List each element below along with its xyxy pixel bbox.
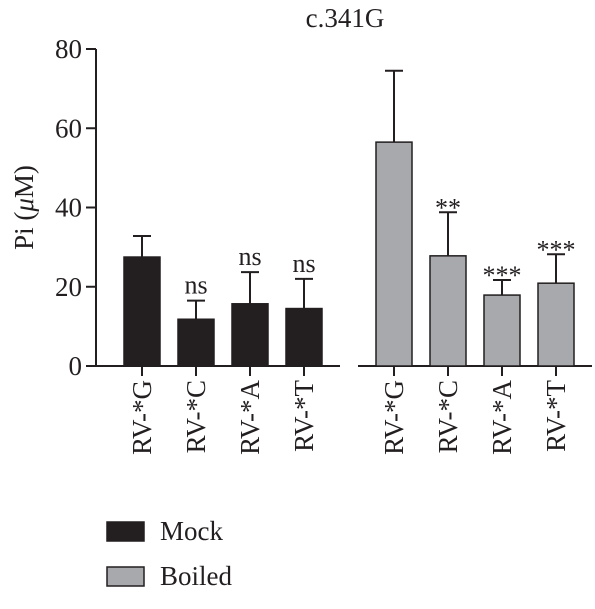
x-tick-label: RV-*T: [289, 380, 319, 452]
bar: [429, 255, 467, 367]
significance-label: ns: [184, 271, 207, 300]
bar: [483, 294, 521, 367]
significance-label: ***: [483, 261, 522, 290]
x-tick-label: RV-*A: [487, 380, 517, 455]
x-tick-label: RV-*C: [433, 380, 463, 453]
legend-label: Boiled: [160, 561, 232, 591]
x-tick-label: RV-*T: [541, 380, 571, 452]
y-tick-label: 60: [55, 113, 82, 143]
bar: [123, 256, 161, 367]
bar: [231, 303, 269, 367]
x-tick-label: RV-*A: [235, 380, 265, 455]
legend-swatch: [106, 566, 145, 587]
legend-label: Mock: [160, 516, 223, 546]
significance-label: ***: [537, 235, 576, 264]
y-tick-label: 40: [55, 193, 82, 223]
y-tick-label: 0: [69, 351, 83, 381]
bar: [285, 307, 323, 367]
legend-swatch: [106, 521, 145, 542]
bar: [177, 318, 215, 367]
bars: RV-*G RV-*C ns RV-*A ns RV-*T ns RV-*G RV-*C ** RV…: [123, 69, 576, 455]
significance-label: **: [435, 193, 461, 222]
chart-title: c.341G: [306, 3, 385, 33]
legend: Mock Boiled: [106, 516, 232, 591]
y-tick-label: 80: [55, 34, 82, 64]
x-tick-label: RV-*G: [127, 380, 157, 455]
y-tick-label: 20: [55, 272, 82, 302]
axes: 0 20 40 60 80 Pi (μM): [9, 34, 592, 381]
y-axis-label: Pi (μM): [9, 165, 39, 250]
significance-label: ns: [292, 249, 315, 278]
x-tick-label: RV-*C: [181, 380, 211, 453]
significance-label: ns: [238, 242, 261, 271]
x-tick-label: RV-*G: [379, 380, 409, 455]
bar: [537, 282, 575, 367]
bar: [375, 141, 413, 367]
